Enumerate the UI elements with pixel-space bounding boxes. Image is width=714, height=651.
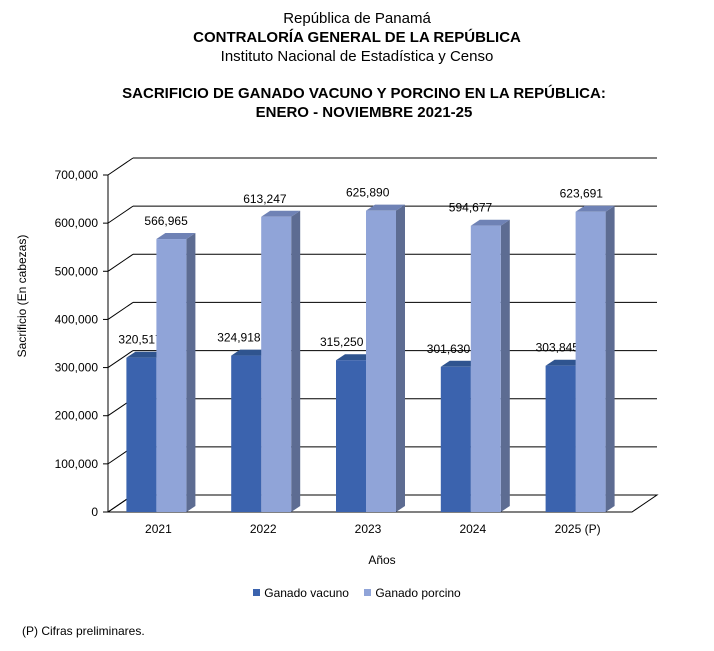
legend-item-vacuno: Ganado vacuno	[253, 586, 349, 600]
bar-top	[126, 351, 166, 358]
data-label: 566,965	[144, 214, 188, 228]
y-tick-label: 500,000	[55, 264, 99, 278]
gridline-depth	[107, 157, 134, 176]
bar-side	[396, 204, 405, 513]
header-country: República de Panamá	[283, 10, 431, 27]
data-label: 324,918	[217, 331, 261, 345]
bar-top	[366, 204, 405, 211]
bar-top	[575, 205, 615, 212]
chart-legend: Ganado vacuno Ganado porcino	[0, 585, 714, 600]
y-axis-title: Sacrificio (En cabezas)	[15, 235, 29, 358]
gridline-depth	[107, 350, 134, 368]
x-tick-label: 2023	[355, 522, 382, 536]
y-tick-label: 300,000	[55, 361, 99, 375]
header-institute: Instituto Nacional de Estadística y Cens…	[220, 48, 494, 65]
legend-label-porcino: Ganado porcino	[375, 585, 461, 600]
x-tick-label: 2025 (P)	[555, 522, 601, 536]
y-tick-label: 200,000	[55, 409, 99, 423]
data-label: 625,890	[346, 186, 390, 200]
bar-vacuno	[336, 360, 366, 512]
legend-swatch-vacuno	[253, 589, 261, 596]
bar-side	[605, 205, 615, 512]
bar-top	[470, 219, 510, 226]
gridline-depth	[107, 205, 134, 224]
chart-title-line-1: SACRIFICIO DE GANADO VACUNO Y PORCINO EN…	[122, 85, 606, 102]
legend-label-vacuno: Ganado vacuno	[264, 585, 349, 600]
bar-vacuno	[440, 366, 471, 512]
y-tick-label: 700,000	[55, 168, 99, 182]
legend-item-porcino: Ganado porcino	[364, 585, 461, 600]
bar-porcino	[366, 210, 396, 513]
bar-side	[291, 210, 301, 512]
x-tick-label: 2024	[459, 522, 486, 536]
bar-porcino	[156, 239, 187, 512]
header-institution: CONTRALORÍA GENERAL DE LA REPÚBLICA	[193, 29, 521, 46]
y-tick-label: 100,000	[55, 457, 99, 471]
bar-top	[440, 360, 480, 367]
bar-vacuno	[545, 365, 576, 512]
bar-vacuno	[126, 357, 157, 512]
chart-title-line-2: ENERO - NOVIEMBRE 2021-25	[255, 104, 473, 121]
data-label: 594,677	[449, 201, 493, 215]
data-label: 301,630	[427, 342, 471, 356]
gridline-depth	[107, 302, 134, 320]
data-label: 613,247	[243, 192, 287, 206]
x-axis-title: Años	[368, 553, 395, 567]
data-label: 315,250	[320, 335, 364, 349]
bar-chart: 0 100,000 200,000 300,000 400,000 500,000 600,…	[15, 157, 659, 567]
y-tick-label: 0	[91, 505, 98, 519]
footnote: (P) Cifras preliminares.	[22, 624, 145, 638]
data-label: 320,517	[118, 333, 162, 347]
bar-top	[231, 349, 271, 356]
bar-vacuno	[231, 355, 262, 512]
bar-side	[500, 219, 510, 512]
bar-top	[545, 359, 585, 366]
bar-porcino	[575, 211, 606, 512]
gridline-depth	[107, 253, 134, 272]
bar-top	[156, 233, 196, 240]
x-tick-label: 2021	[145, 522, 172, 536]
data-label: 623,691	[560, 187, 604, 201]
y-tick-label: 400,000	[55, 312, 99, 326]
data-label: 303,845	[536, 341, 580, 355]
bar-porcino	[470, 225, 501, 512]
legend-swatch-porcino	[364, 589, 372, 596]
bar-porcino	[261, 216, 292, 512]
bar-top	[336, 354, 375, 361]
bar-side	[186, 233, 196, 512]
bar-top	[261, 210, 301, 217]
y-tick-label: 600,000	[55, 216, 99, 230]
x-tick-label: 2022	[250, 522, 277, 536]
